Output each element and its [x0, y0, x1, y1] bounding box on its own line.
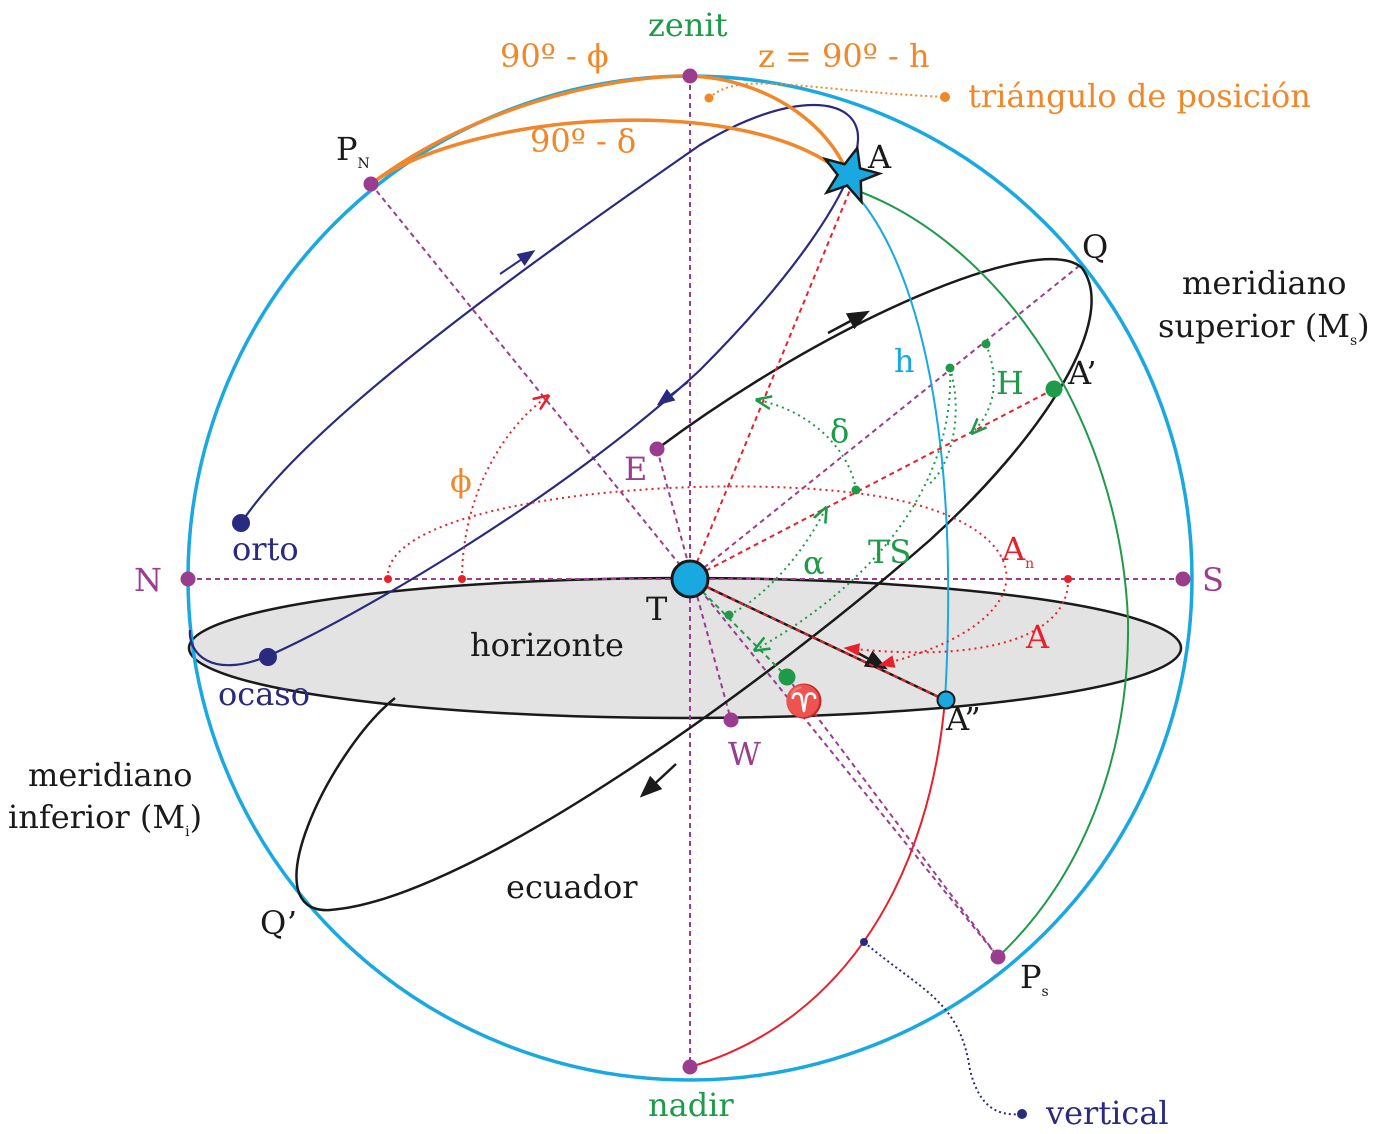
diurnal-arrow-lower: [656, 381, 689, 406]
vertical-label: vertical: [1045, 1094, 1169, 1132]
triangle-dot-a: [704, 93, 714, 103]
ha-dot: [981, 339, 991, 349]
north-pole-point: [363, 176, 379, 192]
ocaso-label: ocaso: [218, 675, 310, 713]
hour-radius-line: [689, 388, 1055, 580]
phi-dot-a: [384, 575, 392, 583]
polar-distance-arc: [369, 118, 852, 186]
a-prime-label: A’: [1067, 354, 1097, 392]
west-point: [723, 712, 739, 728]
phi-label: ϕ: [450, 462, 472, 500]
equator-arrow-upper: [827, 310, 870, 335]
hour-angle-arc: [972, 343, 995, 433]
altitude-arc: [927, 367, 957, 486]
meridiano-superior-line1: meridiano: [1182, 264, 1346, 302]
alt-dot: [945, 363, 955, 373]
right-ascension-label: α: [803, 544, 825, 582]
celestial-equator: [295, 258, 1093, 912]
south-point: [1175, 571, 1191, 587]
equator-arrow-lower: [639, 763, 677, 798]
nadir-label: nadir: [648, 1086, 734, 1124]
s-label: S: [1202, 561, 1224, 599]
ra-dot: [724, 610, 734, 620]
a-double-prime-point: [936, 690, 956, 710]
a-prime-point: [1045, 380, 1063, 398]
q-label: Q: [1082, 228, 1108, 266]
aries-label: ♈: [784, 682, 824, 720]
north-azimuth-label: An: [1001, 530, 1034, 572]
azimuth-label: A: [1025, 618, 1050, 656]
colatitude-arc: [369, 74, 691, 186]
star-radius-line: [689, 189, 851, 580]
aries-to-ps-line: [786, 676, 999, 958]
north-azimuth-arc: [386, 485, 1008, 668]
triangle-leader: [708, 82, 946, 99]
diurnal-arrow-upper: [499, 249, 536, 275]
north-point: [180, 571, 196, 587]
phi-arc: [461, 396, 548, 580]
zenith-point: [682, 68, 698, 84]
zenith-distance-arc: [689, 74, 852, 181]
diurnal-path: [188, 104, 860, 667]
horizonte-label: horizonte: [470, 626, 624, 664]
east-point: [649, 441, 665, 457]
azimuth-dot: [1064, 575, 1072, 583]
aries-point: [778, 668, 796, 686]
meridiano-inferior-line2: inferior (Mi): [8, 798, 202, 840]
azimuth-radius-line: [689, 578, 946, 701]
aries-line: [689, 578, 788, 678]
equator-diameter-line: [689, 265, 1080, 580]
triangle-dot-b: [940, 92, 950, 102]
q-prime-label: Q’: [260, 904, 297, 942]
earth-point: [670, 559, 710, 599]
nadir-point: [682, 1059, 698, 1075]
pn-label: PN: [336, 130, 370, 172]
t-label: T: [646, 590, 668, 628]
e-label: E: [624, 450, 647, 488]
decl-dot: [851, 485, 861, 495]
vertical-leader: [863, 941, 1023, 1116]
orto-label: orto: [232, 530, 299, 568]
ps-label: Ps: [1020, 958, 1049, 1000]
east-west-line: [656, 448, 732, 721]
hour-angle-label: H: [996, 364, 1024, 402]
vertical-dot-a: [860, 938, 868, 946]
orto-point: [232, 514, 250, 532]
ecuador-label: ecuador: [506, 868, 638, 906]
zenit-label: zenit: [648, 6, 728, 44]
meridiano-inferior-line1: meridiano: [28, 756, 192, 794]
altitude-label: h: [894, 342, 915, 380]
polar-distance-label: 90º - δ: [530, 122, 636, 160]
a-double-prime-label: A”: [945, 700, 981, 738]
meridiano-superior-line2: superior (Ms): [1158, 307, 1370, 349]
ocaso-point: [259, 648, 277, 666]
star-icon: [821, 144, 884, 206]
right-ascension-arc: [728, 508, 826, 616]
hour-circle: [849, 187, 1130, 958]
w-label: W: [728, 735, 761, 773]
south-pole-point: [990, 949, 1006, 965]
n-label: N: [134, 561, 162, 599]
vertical-circle-upper: [849, 187, 950, 701]
sidereal-time-label: TS: [868, 533, 911, 571]
a-label: A: [867, 138, 892, 176]
zenith-distance-label: z = 90º - h: [758, 37, 930, 75]
phi-dot-b: [458, 575, 466, 583]
triangulo-label: triángulo de posición: [968, 77, 1311, 115]
vertical-dot-b: [1017, 1109, 1027, 1119]
declination-label: δ: [830, 412, 849, 450]
colatitude-label: 90º - ϕ: [500, 37, 609, 75]
south-azimuth-arc: [843, 578, 1070, 656]
vertical-circle-lower: [689, 699, 946, 1068]
